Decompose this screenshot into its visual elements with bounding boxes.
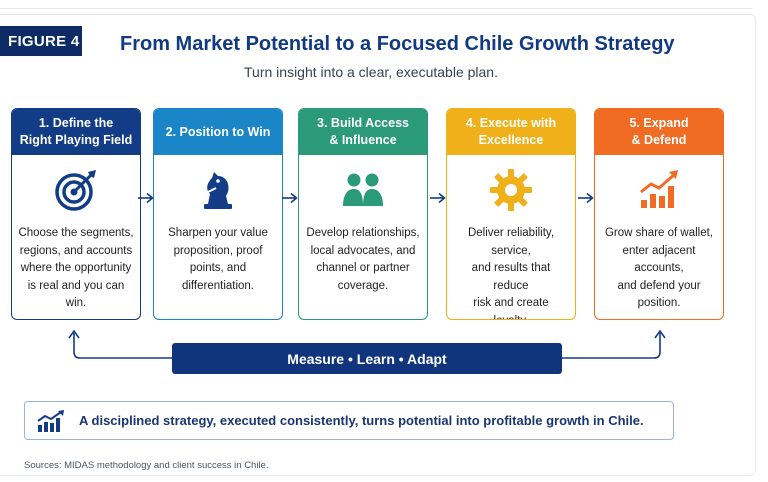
arrow-right-icon: [138, 192, 154, 204]
callout-text: A disciplined strategy, executed consist…: [79, 413, 644, 428]
figure-frame: [0, 14, 756, 476]
chess-knight-icon: [154, 155, 282, 225]
page-title: From Market Potential to a Focused Chile…: [120, 33, 675, 55]
step-heading: 3. Build Access & Influence: [299, 109, 427, 155]
subtitle-text: Turn insight into a clear, executable pl…: [244, 64, 498, 80]
step-card-access: 3. Build Access & Influence Develop rela…: [298, 108, 428, 320]
gear-icon: [447, 155, 575, 225]
step-description: Sharpen your value proposition, proof po…: [168, 227, 268, 292]
arrow-right-icon: [430, 192, 446, 204]
step-description: Deliver reliability, service, and result…: [467, 227, 555, 319]
arrow-right-icon: [282, 192, 298, 204]
target-icon: [12, 155, 140, 225]
step-heading: 2. Position to Win: [154, 109, 282, 155]
step-heading: 4. Execute with Excellence: [447, 109, 575, 155]
bar-chart-trend-icon: [33, 408, 69, 434]
feedback-loop-arrows: [68, 329, 666, 359]
step-card-define: 1. Define the Right Playing Field Choose…: [11, 108, 141, 320]
people-icon: [299, 155, 427, 225]
step-description: Choose the segments, regions, and accoun…: [18, 227, 134, 309]
step-description: Grow share of wallet, enter adjacent acc…: [604, 227, 713, 309]
top-divider: [0, 8, 752, 9]
source-note: Sources: MIDAS methodology and client su…: [24, 460, 269, 471]
growth-chart-icon: [595, 155, 723, 225]
step-card-position: 2. Position to Win Sharpen your value pr…: [153, 108, 283, 320]
step-heading: 5. Expand & Defend: [595, 109, 723, 155]
step-card-expand: 5. Expand & Defend Grow share of wallet,…: [594, 108, 724, 320]
step-description: Develop relationships, local advocates, …: [306, 227, 420, 292]
step-card-execute: 4. Execute with Excellence Deliver relia…: [446, 108, 576, 320]
step-heading: 1. Define the Right Playing Field: [12, 109, 140, 155]
figure-label: FIGURE 4: [0, 26, 82, 56]
feedback-loop-label: Measure • Learn • Adapt: [172, 343, 562, 374]
arrow-right-icon: [578, 192, 594, 204]
subtitle: Turn insight into a clear, executable pl…: [0, 64, 744, 80]
key-message-callout: A disciplined strategy, executed consist…: [24, 401, 674, 440]
